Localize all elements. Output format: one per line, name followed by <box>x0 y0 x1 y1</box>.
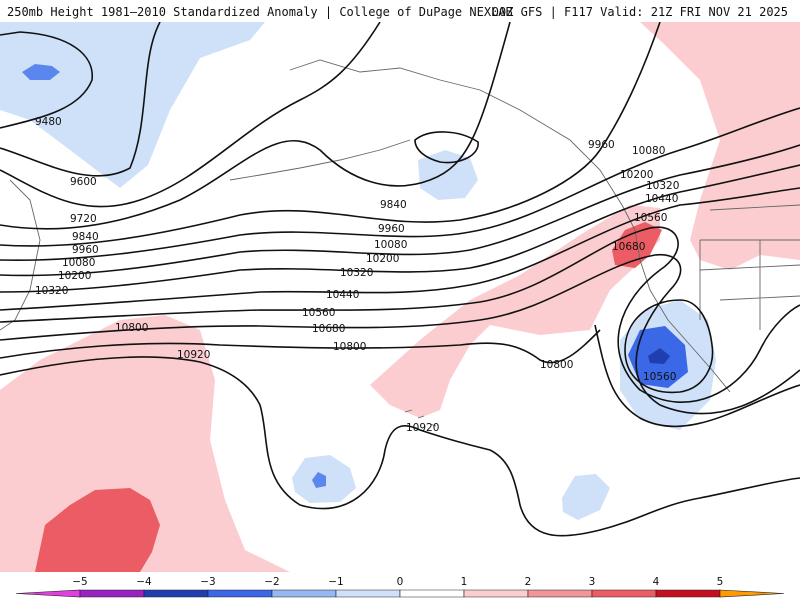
contour-label: 10800 <box>540 359 573 371</box>
contour-label: 10080 <box>632 145 665 157</box>
contour-low-center <box>624 299 714 394</box>
model-run-info: 00Z GFS | F117 Valid: 21Z FRI NOV 21 202… <box>491 5 788 19</box>
contour-10080 <box>0 107 800 262</box>
contour-9600 <box>0 22 161 177</box>
contour-10800-east <box>594 324 800 428</box>
contour-label: 10200 <box>620 169 653 181</box>
colorbar-segment <box>335 589 401 598</box>
strong-positive-anomaly-region <box>35 488 160 572</box>
contour-label: 10200 <box>366 253 399 265</box>
anomaly-map: 9480 9600 9720 9840 9960 10080 10200 103… <box>0 22 800 572</box>
anomaly-shading <box>0 22 800 572</box>
legend-tick: −5 <box>72 576 87 588</box>
colorbar-segment <box>719 589 785 598</box>
legend-tick: 1 <box>461 576 468 588</box>
contour-label: 10680 <box>612 241 645 253</box>
contour-label: 10920 <box>406 422 439 434</box>
contour-10320 <box>0 164 800 293</box>
contour-label: 10560 <box>634 212 667 224</box>
contour-10200 <box>0 144 800 277</box>
contour-10560 <box>0 226 800 403</box>
colorbar-segment <box>79 589 145 598</box>
legend-tick: −1 <box>328 576 343 588</box>
contour-label: 10440 <box>326 289 359 301</box>
contour-label: 10440 <box>645 193 678 205</box>
contour-label: 9960 <box>72 244 99 256</box>
contour-label: 10800 <box>115 322 148 334</box>
negative-anomaly-region <box>0 22 265 188</box>
colorbar-segment <box>271 589 337 598</box>
contour-label: 9960 <box>378 223 405 235</box>
contour-label: 10800 <box>333 341 366 353</box>
contour-alaska-closed <box>414 131 479 164</box>
alaska-coastline <box>289 59 636 231</box>
contour-labels: 9480 9600 9720 9840 9960 10080 10200 103… <box>35 116 679 434</box>
colorbar-segment <box>655 589 721 598</box>
contour-10440 <box>0 187 800 311</box>
strong-negative-anomaly-region <box>22 64 60 80</box>
contour-label: 10080 <box>374 239 407 251</box>
contour-label: 10200 <box>58 270 91 282</box>
legend-ticks: −5 −4 −3 −2 −1 0 1 2 3 4 5 <box>72 576 723 588</box>
strong-positive-anomaly-region <box>612 222 662 268</box>
contour-label: 10080 <box>62 257 95 269</box>
positive-anomaly-region <box>640 22 800 270</box>
legend-tick: −4 <box>136 576 152 588</box>
color-legend: −5 −4 −3 −2 −1 0 1 2 3 4 5 <box>15 576 785 598</box>
colorbar-segment <box>143 589 209 598</box>
contour-label: 10320 <box>35 285 68 297</box>
contour-9840 <box>0 22 511 230</box>
contour-label: 9720 <box>70 213 97 225</box>
contour-label: 9840 <box>380 199 407 211</box>
colorbar-segment <box>591 589 657 598</box>
aleutian-islands <box>229 139 411 181</box>
hawaii-islands <box>404 409 437 427</box>
height-contours <box>0 22 800 537</box>
legend-colorbar <box>15 589 785 598</box>
negative-anomaly-region <box>562 474 610 520</box>
contour-label: 10560 <box>302 307 335 319</box>
state-borders <box>699 204 800 330</box>
contour-9960 <box>0 22 661 247</box>
header: 250mb Height 1981–2010 Standardized Anom… <box>0 0 800 22</box>
contour-10920 <box>0 356 800 537</box>
west-coast <box>634 229 731 393</box>
contour-label: 10320 <box>646 180 679 192</box>
contour-9720 <box>0 22 381 208</box>
contour-10800 <box>0 329 601 364</box>
contour-label: 9960 <box>588 139 615 151</box>
legend-tick: 2 <box>525 576 532 588</box>
colorbar-segment <box>399 589 465 598</box>
contour-label: 10560 <box>643 371 676 383</box>
legend-tick: 5 <box>717 576 724 588</box>
contour-10680 <box>0 253 800 415</box>
map-title: 250mb Height 1981–2010 Standardized Anom… <box>7 5 513 19</box>
contour-9480 <box>0 31 93 129</box>
colorbar-segment <box>207 589 273 598</box>
colorbar-segment <box>463 589 529 598</box>
negative-anomaly-region <box>418 150 478 200</box>
contour-label: 10680 <box>312 323 345 335</box>
contour-label: 9480 <box>35 116 62 128</box>
contour-label: 9840 <box>72 231 99 243</box>
colorbar-segment <box>15 589 81 598</box>
legend-tick: −3 <box>200 576 215 588</box>
legend-tick: 0 <box>397 576 404 588</box>
contour-label: 10320 <box>340 267 373 279</box>
legend-tick: −2 <box>264 576 279 588</box>
contour-label: 9600 <box>70 176 97 188</box>
moderate-negative-anomaly-region <box>312 472 326 488</box>
contour-label: 10920 <box>177 349 210 361</box>
strong-negative-anomaly-region <box>648 348 670 364</box>
legend-tick: 4 <box>653 576 660 588</box>
coastlines <box>0 59 800 427</box>
colorbar-segment <box>527 589 593 598</box>
legend-tick: 3 <box>589 576 596 588</box>
